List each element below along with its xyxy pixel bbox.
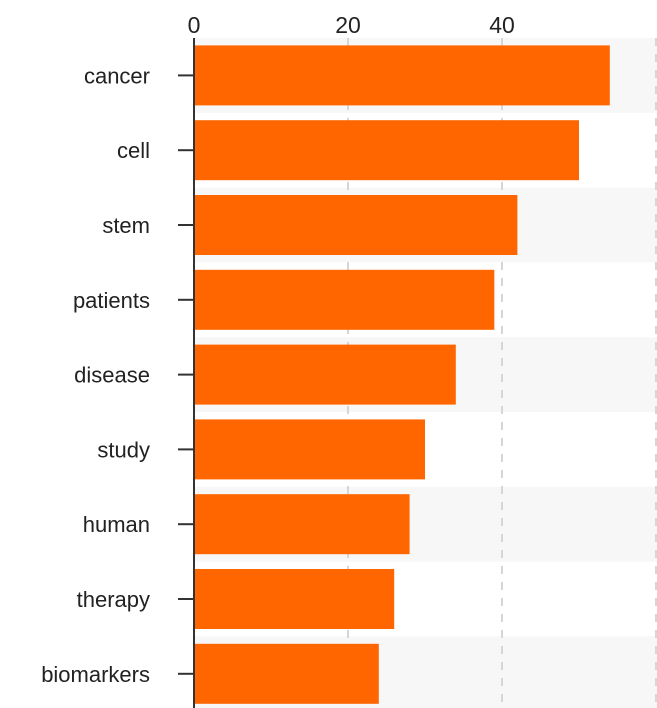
category-label: cancer	[84, 63, 150, 88]
x-tick-label: 40	[489, 12, 515, 38]
category-label: biomarkers	[41, 662, 150, 687]
category-label: cell	[117, 138, 150, 163]
bar-cancer	[194, 45, 610, 106]
category-labels: cancer cell stem patients disease study human t…	[41, 63, 150, 686]
bar-human	[194, 494, 410, 555]
x-tick-label: 20	[335, 12, 361, 38]
bar-patients	[194, 269, 495, 330]
bar-therapy	[194, 569, 395, 629]
bar-cell	[194, 120, 579, 181]
category-label: patients	[73, 288, 150, 313]
bar-disease	[194, 344, 456, 405]
category-label: stem	[102, 213, 150, 238]
category-label: study	[97, 437, 150, 462]
x-tick-labels: 0 20 40	[188, 12, 515, 38]
category-label: disease	[74, 363, 150, 388]
category-label: therapy	[77, 587, 150, 612]
bar-biomarkers	[194, 643, 379, 704]
y-axis	[178, 38, 195, 708]
bar-study	[194, 419, 425, 480]
bar-stem	[194, 195, 518, 255]
x-tick-label: 0	[188, 12, 201, 38]
bars	[194, 45, 610, 704]
category-label: human	[83, 512, 150, 537]
